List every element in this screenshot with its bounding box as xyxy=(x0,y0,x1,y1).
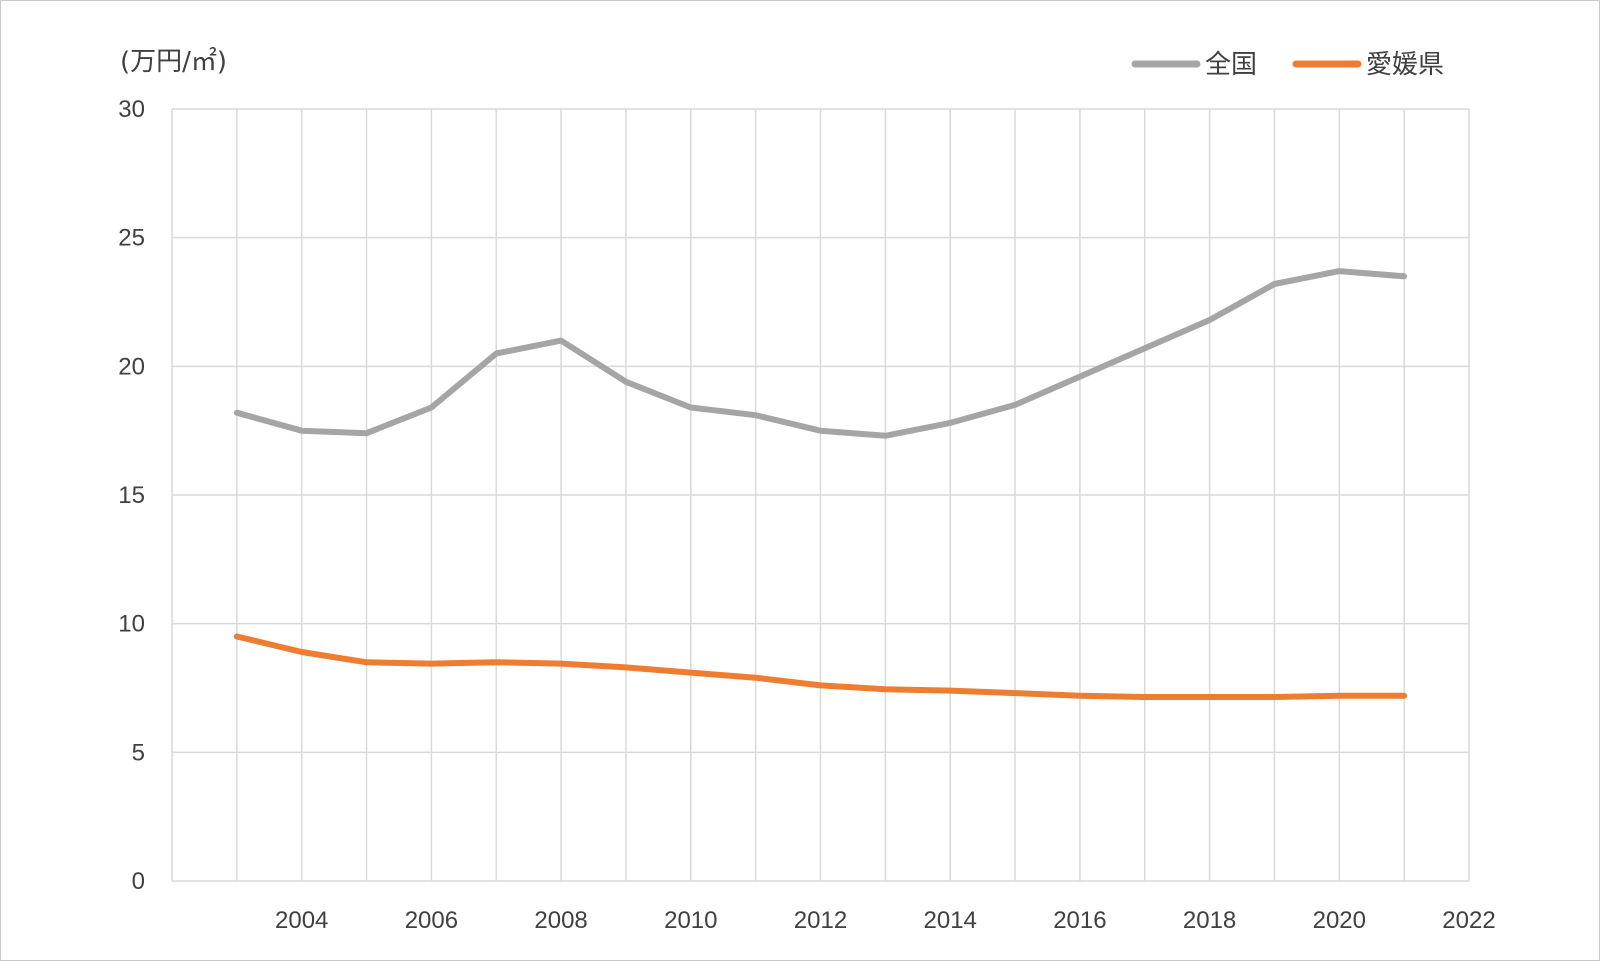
y-tick-label: 30 xyxy=(118,96,145,123)
y-axis-ticks: 0 5 10 15 20 25 30 xyxy=(118,96,145,895)
series-lines xyxy=(233,268,1408,700)
legend-label: 全国 xyxy=(1205,50,1257,80)
x-tick-label: 2008 xyxy=(534,907,587,934)
y-tick-label: 15 xyxy=(118,482,145,509)
grid-lines xyxy=(171,108,1470,882)
y-tick-label: 10 xyxy=(118,611,145,638)
x-tick-label: 2016 xyxy=(1053,907,1106,934)
legend: 全国 愛媛県 xyxy=(1131,50,1444,80)
x-tick-label: 2022 xyxy=(1442,907,1495,934)
y-axis-unit-label: (万円/㎡) xyxy=(120,47,227,77)
x-axis-ticks: 2004 2006 2008 2010 2012 2014 2016 2018 2020 2022 xyxy=(275,907,1496,934)
y-tick-label: 5 xyxy=(132,739,145,766)
x-tick-label: 2018 xyxy=(1183,907,1236,934)
x-tick-label: 2014 xyxy=(924,907,977,934)
y-tick-label: 25 xyxy=(118,225,145,252)
x-tick-label: 2020 xyxy=(1313,907,1366,934)
series-line xyxy=(233,268,1408,439)
x-tick-label: 2012 xyxy=(794,907,847,934)
y-tick-label: 20 xyxy=(118,353,145,380)
legend-label: 愛媛県 xyxy=(1366,50,1444,80)
x-tick-label: 2006 xyxy=(405,907,458,934)
x-tick-label: 2010 xyxy=(664,907,717,934)
series-line xyxy=(233,633,1408,700)
y-tick-label: 0 xyxy=(132,868,145,895)
x-tick-label: 2004 xyxy=(275,907,328,934)
